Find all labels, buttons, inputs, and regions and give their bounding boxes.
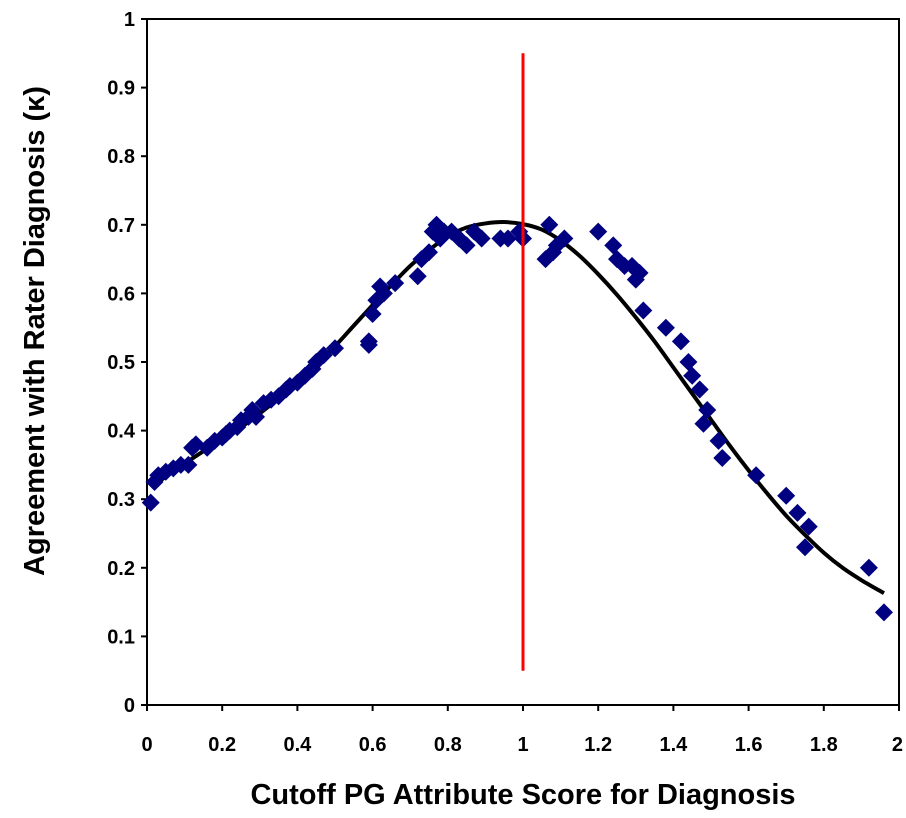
- y-tick-label: 0.3: [107, 489, 135, 511]
- data-point: [679, 353, 698, 371]
- data-point: [788, 503, 807, 522]
- y-tick-label: 0.1: [107, 626, 135, 648]
- x-tick-label: 0: [141, 734, 152, 756]
- x-tick-label: 1.4: [659, 734, 688, 756]
- data-point: [634, 301, 653, 320]
- x-tick-label: 1.6: [735, 734, 763, 756]
- data-point: [498, 229, 517, 248]
- data-point: [656, 318, 675, 337]
- data-point: [713, 449, 732, 468]
- data-point: [386, 274, 405, 293]
- data-point: [314, 346, 333, 365]
- data-point: [374, 284, 393, 303]
- data-point: [326, 339, 344, 358]
- y-tick-label: 0.7: [107, 215, 135, 237]
- data-point: [408, 267, 427, 286]
- data-point: [859, 558, 878, 577]
- data-point: [777, 486, 796, 505]
- data-point: [671, 332, 690, 351]
- y-tick-label: 0.9: [107, 78, 135, 100]
- data-point: [141, 493, 160, 512]
- data-point: [472, 229, 491, 248]
- y-axis-ticks: 0 0.1 0.2 0.3 0.4 0.5 0.6 0.7 0.8 0.9 1: [107, 9, 147, 717]
- data-point: [709, 431, 728, 450]
- data-point: [359, 335, 378, 354]
- y-tick-label: 0.4: [107, 421, 136, 443]
- data-point: [555, 229, 574, 248]
- data-point: [874, 603, 893, 622]
- data-point: [796, 538, 814, 557]
- data-points-layer: [141, 215, 893, 622]
- x-tick-label: 1: [517, 734, 528, 756]
- data-point: [540, 215, 559, 234]
- x-tick-label: 0.6: [359, 734, 387, 756]
- data-point: [694, 414, 713, 433]
- data-point: [420, 243, 438, 262]
- y-tick-label: 0.6: [107, 283, 135, 305]
- y-tick-label: 0: [124, 695, 135, 717]
- x-tick-label: 0.4: [283, 734, 312, 756]
- data-point: [179, 455, 198, 474]
- data-point: [630, 263, 649, 282]
- x-tick-label: 0.2: [208, 734, 236, 756]
- y-tick-label: 0.5: [107, 352, 135, 374]
- x-tick-label: 1.8: [810, 734, 838, 756]
- data-point: [698, 401, 717, 420]
- data-point: [247, 407, 266, 426]
- y-tick-label: 1: [124, 9, 135, 31]
- data-point: [690, 380, 709, 399]
- y-tick-label: 0.2: [107, 558, 135, 580]
- y-tick-label: 0.8: [107, 146, 135, 168]
- x-tick-label: 1.2: [584, 734, 612, 756]
- data-point: [363, 304, 382, 323]
- data-point: [683, 366, 702, 385]
- data-point: [589, 222, 608, 241]
- x-tick-label: 0.8: [434, 734, 462, 756]
- y-axis-title: Agreement with Rater Diagnosis (κ): [19, 86, 51, 576]
- data-point: [457, 236, 476, 255]
- x-tick-label: 2: [892, 734, 903, 756]
- x-axis-ticks: 0 0.2 0.4 0.6 0.8 1 1.2 1.4 1.6 1.8 2: [141, 705, 903, 756]
- x-axis-title: Cutoff PG Attribute Score for Diagnosis: [250, 779, 795, 811]
- data-point: [604, 236, 623, 255]
- data-point: [747, 466, 766, 485]
- data-point: [799, 517, 818, 536]
